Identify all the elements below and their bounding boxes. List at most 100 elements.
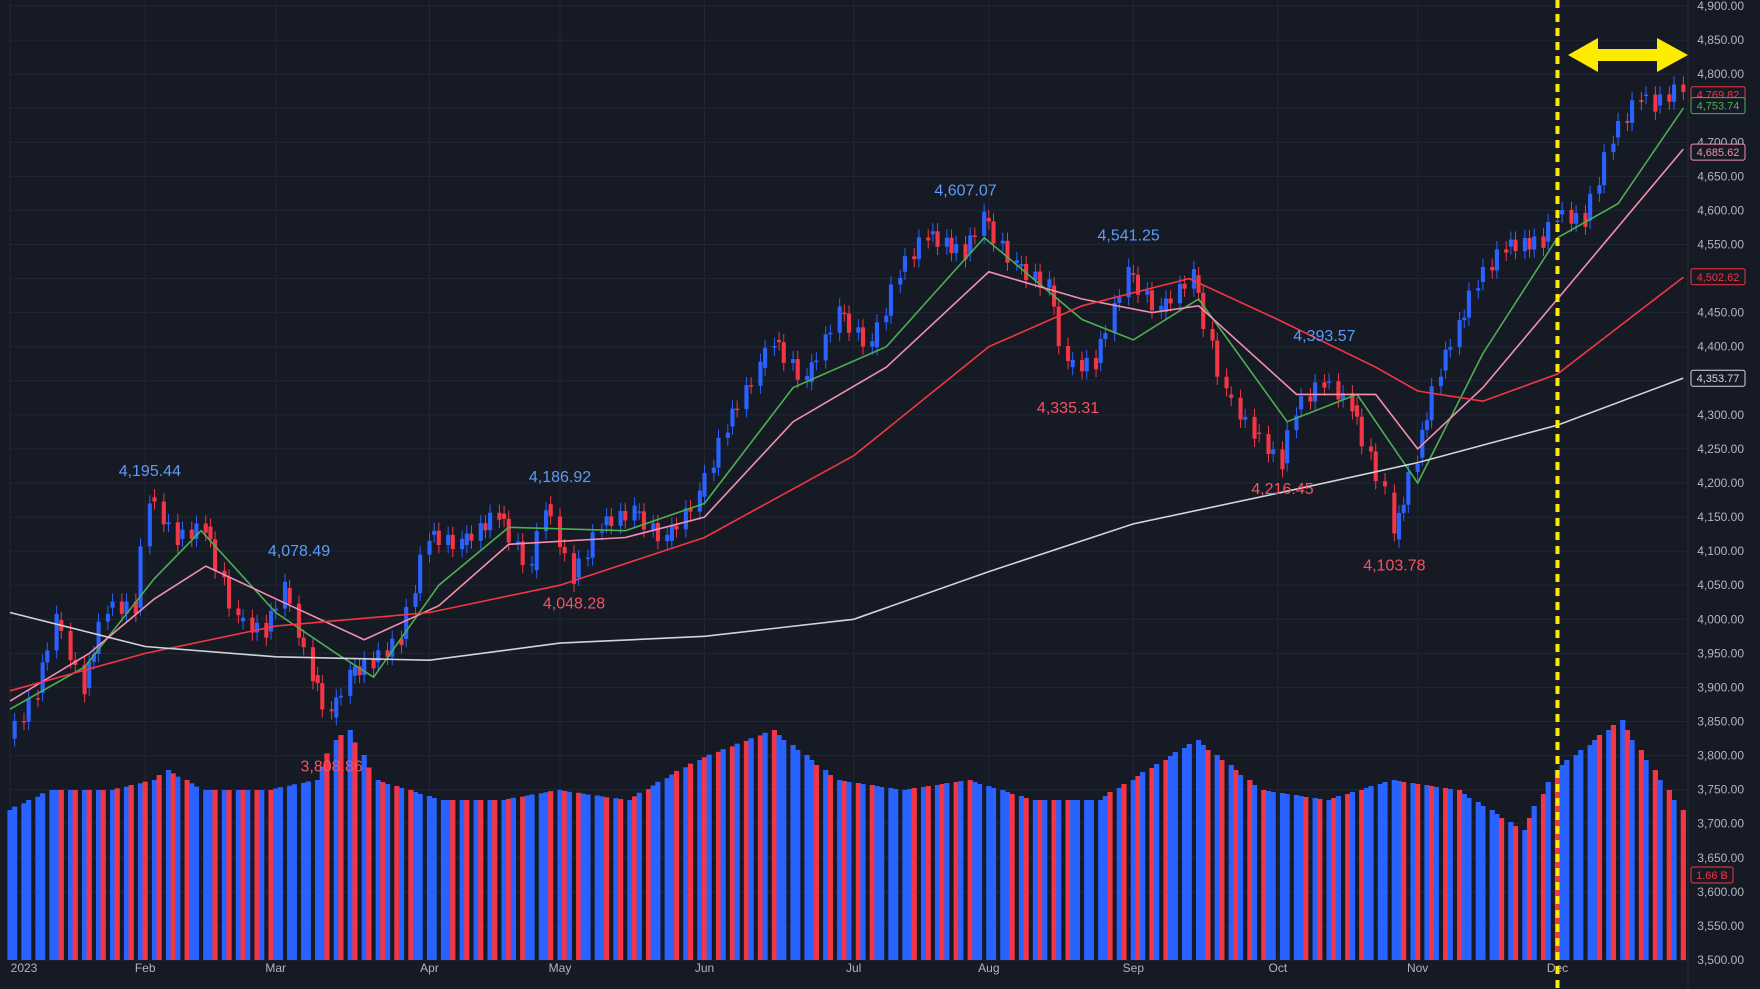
candle-body — [166, 522, 171, 525]
candle-body — [944, 237, 949, 247]
volume-bar — [538, 793, 544, 960]
candle-body — [599, 531, 605, 533]
volume-bar — [1293, 795, 1300, 960]
volume-bar — [604, 797, 610, 960]
volume-bar — [1443, 788, 1449, 960]
annotation-label: 4,186.92 — [529, 469, 591, 486]
candle-body — [502, 513, 507, 519]
y-tick-label: 3,750.00 — [1697, 783, 1744, 797]
candle-body — [1657, 94, 1663, 106]
candle-body — [641, 511, 646, 530]
volume-bar — [1265, 791, 1272, 960]
candle-body — [1224, 376, 1229, 389]
candle-body — [227, 577, 232, 609]
candle-body — [823, 334, 828, 361]
candle-body — [133, 601, 138, 614]
candle-body — [1574, 212, 1579, 224]
candle-body — [870, 341, 875, 347]
volume-bar — [790, 745, 796, 960]
candle-body — [735, 408, 740, 411]
candle-body — [912, 256, 917, 260]
volume-bar — [795, 750, 801, 960]
volume-bar — [701, 757, 708, 960]
volume-bar — [1587, 745, 1593, 960]
candle-body — [590, 532, 595, 558]
volume-bar — [986, 786, 992, 960]
candle-body — [1066, 346, 1071, 362]
candle-body — [385, 650, 390, 657]
candle-body — [804, 376, 810, 380]
volume-bar — [1596, 735, 1603, 960]
moving-average-line — [9, 148, 1684, 702]
volume-bar — [1233, 770, 1239, 960]
candle-body — [758, 361, 763, 386]
candle-body — [1266, 434, 1271, 455]
candle-body — [1602, 152, 1607, 186]
candle-body — [390, 638, 395, 657]
candle-body — [702, 472, 707, 497]
volume-bar — [804, 755, 810, 960]
volume-bar — [1219, 760, 1225, 960]
candle-body — [1047, 279, 1052, 288]
candle-body — [1238, 397, 1243, 420]
y-tick-label: 3,700.00 — [1697, 817, 1744, 831]
volume-bar — [1172, 752, 1178, 960]
volume-bar — [1540, 794, 1547, 960]
volume-bar — [417, 794, 423, 960]
candle-body — [902, 256, 907, 272]
volume-bar — [1624, 730, 1631, 960]
volume-bar — [576, 792, 582, 960]
volume-bar — [207, 790, 214, 960]
candle-body — [82, 664, 87, 695]
candle-body — [208, 526, 213, 540]
candle-body — [884, 315, 889, 323]
volume-bar — [1018, 796, 1025, 960]
volume-bar — [1345, 794, 1351, 960]
volume-bar — [809, 760, 815, 960]
candle-body — [105, 613, 110, 622]
volume-bar — [1498, 818, 1505, 960]
candle-body — [1560, 209, 1565, 215]
volume-bar — [1326, 800, 1332, 960]
candle-body — [991, 221, 996, 244]
volume-bar — [1368, 786, 1374, 960]
candle-body — [837, 306, 842, 333]
volume-bar — [1526, 818, 1533, 960]
candle-body — [175, 522, 180, 546]
volume-bar — [1195, 740, 1202, 960]
volume-bar — [879, 787, 885, 960]
volume-bar — [1554, 770, 1561, 960]
volume-bar — [352, 742, 358, 960]
volume-bar — [72, 790, 78, 960]
candle-body — [352, 666, 357, 676]
candle-body — [54, 613, 59, 651]
double-arrow-icon — [1568, 38, 1688, 72]
candle-body — [1000, 240, 1005, 244]
candle-body — [982, 211, 987, 236]
candle-body — [1163, 298, 1169, 312]
candle-body — [781, 342, 786, 363]
volume-bar — [291, 784, 297, 960]
candle-body — [1019, 263, 1024, 267]
candle-body — [413, 593, 418, 607]
candle-body — [268, 610, 274, 632]
candle-body — [1103, 333, 1108, 339]
candle-body — [450, 534, 455, 550]
candle-body — [254, 622, 260, 633]
volume-bar — [450, 800, 456, 960]
volume-bar — [1004, 792, 1011, 960]
volume-bar — [976, 784, 983, 960]
y-tick-label: 3,650.00 — [1697, 851, 1744, 865]
candle-body — [571, 553, 577, 584]
volume-bar — [1130, 780, 1136, 960]
candle-body — [338, 695, 344, 698]
volume-bar — [49, 790, 55, 960]
volume-bar — [338, 735, 344, 960]
candle-body — [814, 360, 819, 363]
price-label-box — [1690, 369, 1746, 387]
y-tick-label: 4,850.00 — [1697, 33, 1744, 47]
candle-body — [637, 511, 642, 513]
volume-bar — [114, 788, 120, 960]
volume-bar — [1317, 799, 1323, 960]
